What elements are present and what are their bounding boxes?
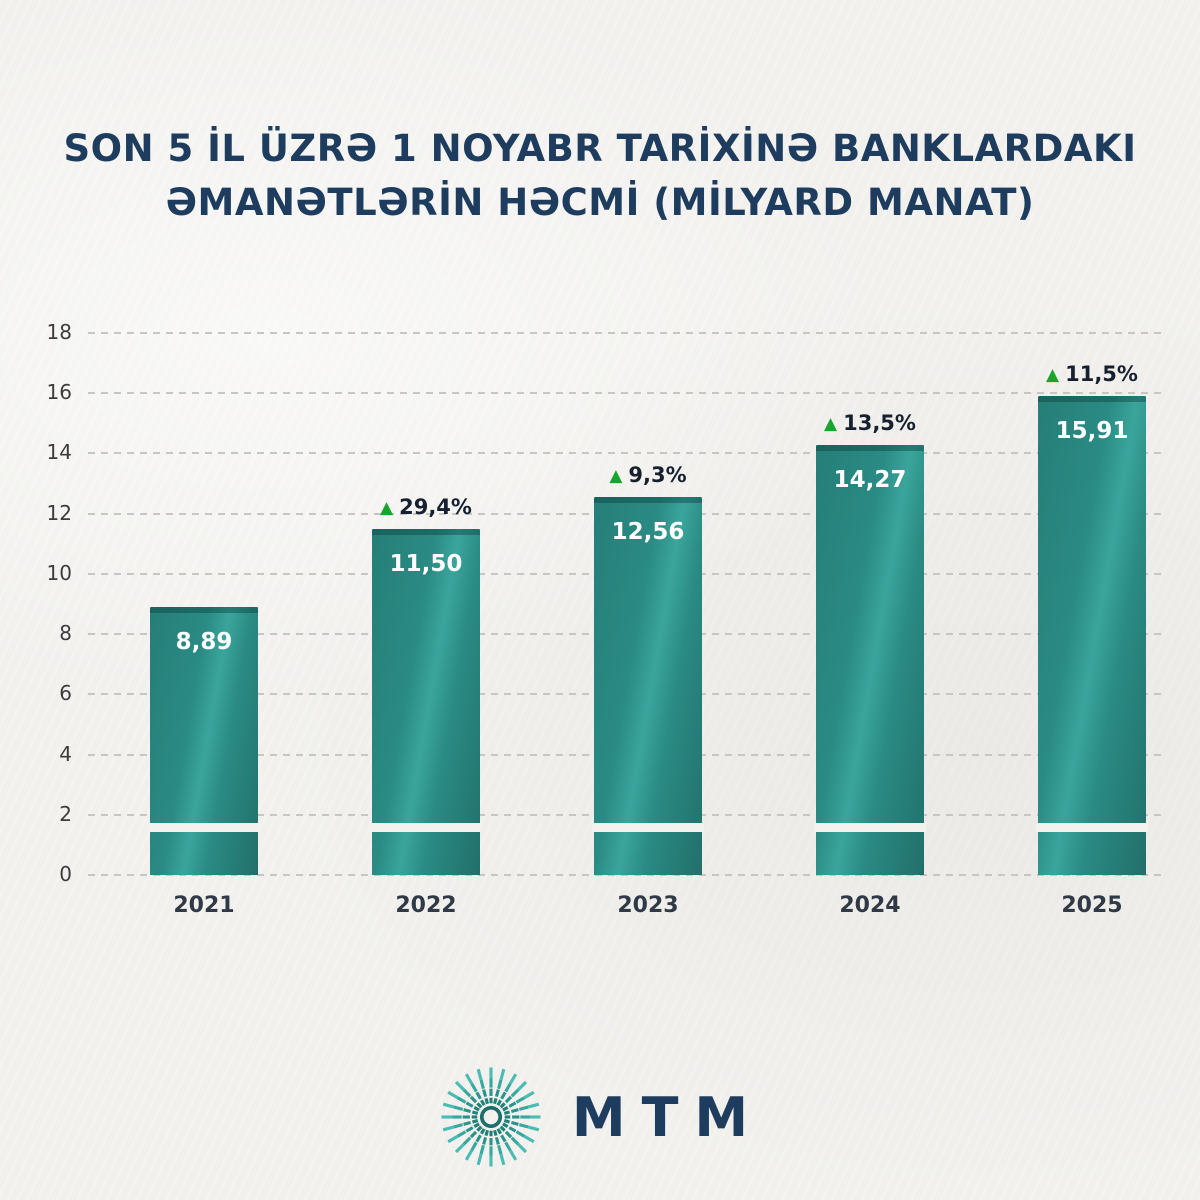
x-axis-label-2023: 2023 <box>617 893 679 918</box>
bar-value-label: 11,50 <box>389 550 463 577</box>
mtm-logo-text: MTM <box>571 1085 765 1149</box>
growth-percent-text: 9,3% <box>628 462 687 487</box>
bar-2022: 11,50 <box>370 528 482 875</box>
bar-base-divider <box>1036 822 1148 832</box>
chart-title: SON 5 İL ÜZRƏ 1 NOYABR TARİXİNƏ BANKLARD… <box>0 122 1200 229</box>
growth-up-triangle-icon: ▲ <box>824 414 838 435</box>
mtm-logo: MTM <box>0 1052 1200 1182</box>
bar-value-label: 8,89 <box>175 629 233 656</box>
growth-percent-text: 29,4% <box>399 494 472 519</box>
growth-percent-text: 11,5% <box>1065 361 1138 386</box>
growth-up-triangle-icon: ▲ <box>1046 364 1060 385</box>
bar-top-cap <box>1038 395 1146 402</box>
bar-2021: 8,89 <box>148 607 260 875</box>
growth-percent-text: 13,5% <box>843 411 916 436</box>
mtm-logo-starburst-icon <box>441 1067 541 1167</box>
growth-up-triangle-icon: ▲ <box>609 465 623 486</box>
y-axis-label-4: 4 <box>59 741 72 766</box>
bar-top-cap <box>372 528 480 535</box>
y-axis-label-16: 16 <box>46 380 72 405</box>
gridline-y-0 <box>88 874 1162 876</box>
growth-label-2025: ▲ 11,5% <box>982 362 1200 386</box>
bar-base-divider <box>592 822 704 832</box>
y-axis-label-14: 14 <box>46 440 72 465</box>
chart-title-line2: ƏMANƏTLƏRİN HƏCMİ (MİLYARD MANAT) <box>165 180 1035 224</box>
y-axis-label-8: 8 <box>59 621 72 646</box>
x-axis-label-2025: 2025 <box>1061 893 1123 918</box>
gridline-y-16 <box>88 392 1162 395</box>
bar-top-cap <box>594 496 702 503</box>
y-axis-label-18: 18 <box>46 320 72 344</box>
bar-2024: 14,27 <box>814 445 926 875</box>
gridline-y-14 <box>88 452 1162 455</box>
x-axis-label-2021: 2021 <box>173 893 235 918</box>
bar-base-divider <box>148 822 260 832</box>
y-axis-label-12: 12 <box>46 500 72 525</box>
growth-label-2022: ▲ 29,4% <box>316 495 536 519</box>
chart-title-line1: SON 5 İL ÜZRƏ 1 NOYABR TARİXİNƏ BANKLARD… <box>63 127 1137 170</box>
bar-2025: 15,91 <box>1036 395 1148 875</box>
bar-top-cap <box>816 445 924 452</box>
bar-top-cap <box>150 607 258 614</box>
x-axis-label-2022: 2022 <box>395 893 457 918</box>
y-axis-label-10: 10 <box>46 560 72 585</box>
y-axis-label-6: 6 <box>59 681 72 706</box>
growth-up-triangle-icon: ▲ <box>380 497 394 518</box>
bar-base-divider <box>370 822 482 832</box>
growth-label-2023: ▲ 9,3% <box>538 463 758 487</box>
y-axis-label-2: 2 <box>59 801 72 826</box>
x-axis-label-2024: 2024 <box>839 893 901 918</box>
y-axis-label-0: 0 <box>59 862 72 886</box>
bar-value-label: 15,91 <box>1055 417 1129 444</box>
bar-value-label: 14,27 <box>833 467 907 494</box>
gridline-y-18 <box>88 332 1162 334</box>
bar-base-divider <box>814 822 926 832</box>
growth-label-2024: ▲ 13,5% <box>760 411 980 435</box>
bar-2023: 12,56 <box>592 496 704 875</box>
bar-value-label: 12,56 <box>611 518 685 545</box>
